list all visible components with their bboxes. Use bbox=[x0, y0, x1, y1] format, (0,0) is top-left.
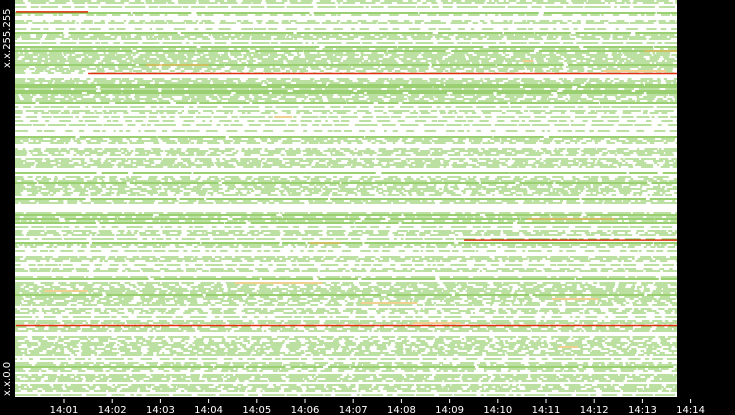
y-label-top: x.x.255.255 bbox=[2, 8, 13, 68]
x-tick-label: 14:08 bbox=[387, 405, 416, 415]
x-tick-label: 14:14 bbox=[676, 405, 705, 415]
x-tick-label: 14:01 bbox=[50, 405, 79, 415]
x-tick-label: 14:09 bbox=[435, 405, 464, 415]
x-tick-label: 14:12 bbox=[580, 405, 609, 415]
x-tick-label: 14:06 bbox=[291, 405, 320, 415]
y-label-bottom: x.x.0.0 bbox=[2, 362, 13, 396]
y-axis-labels: x.x.255.255 x.x.0.0 bbox=[2, 8, 13, 396]
x-axis-ticks: 14:01 14:02 14:03 14:04 14:05 14:06 14:07 14:08… bbox=[50, 399, 705, 415]
x-tick-label: 14:05 bbox=[242, 405, 271, 415]
traffic-rows bbox=[15, 0, 677, 396]
x-tick-label: 14:11 bbox=[532, 405, 561, 415]
x-tick-label: 14:07 bbox=[339, 405, 368, 415]
x-tick-label: 14:02 bbox=[98, 405, 127, 415]
x-tick-label: 14:10 bbox=[483, 405, 512, 415]
x-tick-label: 14:13 bbox=[628, 405, 657, 415]
x-tick-label: 14:03 bbox=[146, 405, 175, 415]
x-tick-label: 14:04 bbox=[194, 405, 223, 415]
